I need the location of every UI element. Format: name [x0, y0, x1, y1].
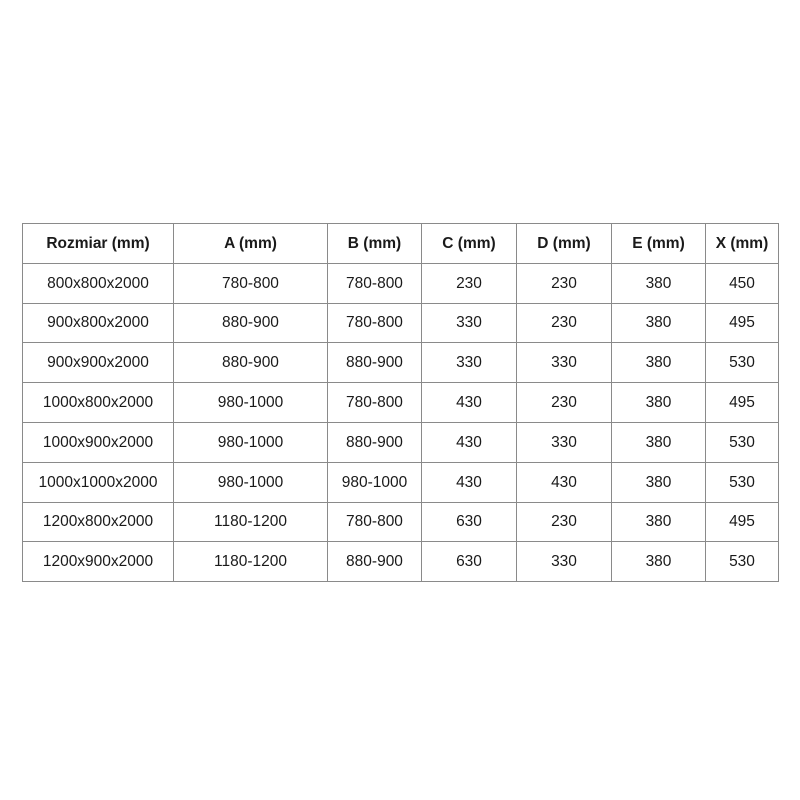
- cell-e: 380: [611, 342, 706, 384]
- cell-d: 330: [516, 421, 612, 463]
- specification-table-container: Rozmiar (mm) A (mm) B (mm) C (mm) D (mm)…: [22, 223, 779, 583]
- cell-x: 495: [705, 302, 779, 344]
- cell-a: 980-1000: [173, 421, 328, 463]
- column-header-c: C (mm): [421, 223, 517, 264]
- cell-b: 980-1000: [327, 461, 422, 503]
- cell-b: 780-800: [327, 302, 422, 344]
- cell-e: 380: [611, 541, 706, 583]
- cell-x: 530: [705, 421, 779, 463]
- cell-a: 1180-1200: [173, 501, 328, 543]
- cell-b: 880-900: [327, 421, 422, 463]
- cell-a: 980-1000: [173, 461, 328, 503]
- cell-b: 880-900: [327, 342, 422, 384]
- cell-b: 880-900: [327, 541, 422, 583]
- cell-a: 780-800: [173, 262, 328, 304]
- table-row: 900x800x2000 880-900 780-800 330 230 380…: [22, 302, 779, 344]
- cell-x: 530: [705, 461, 779, 503]
- cell-c: 330: [421, 342, 517, 384]
- column-header-size: Rozmiar (mm): [22, 223, 174, 264]
- table-row: 1200x900x2000 1180-1200 880-900 630 330 …: [22, 541, 779, 583]
- cell-e: 380: [611, 421, 706, 463]
- cell-size: 900x800x2000: [22, 302, 174, 344]
- table-row: 1000x800x2000 980-1000 780-800 430 230 3…: [22, 382, 779, 423]
- table-header-row: Rozmiar (mm) A (mm) B (mm) C (mm) D (mm)…: [22, 223, 779, 264]
- cell-d: 230: [516, 501, 612, 543]
- cell-c: 330: [421, 302, 517, 344]
- cell-a: 980-1000: [173, 382, 328, 423]
- cell-e: 380: [611, 302, 706, 344]
- table-header: Rozmiar (mm) A (mm) B (mm) C (mm) D (mm)…: [22, 223, 779, 264]
- column-header-e: E (mm): [611, 223, 706, 264]
- cell-d: 330: [516, 541, 612, 583]
- cell-size: 900x900x2000: [22, 342, 174, 384]
- cell-b: 780-800: [327, 382, 422, 423]
- table-row: 900x900x2000 880-900 880-900 330 330 380…: [22, 342, 779, 384]
- cell-b: 780-800: [327, 262, 422, 304]
- cell-d: 230: [516, 302, 612, 344]
- cell-d: 230: [516, 262, 612, 304]
- cell-c: 630: [421, 541, 517, 583]
- dimensions-table: Rozmiar (mm) A (mm) B (mm) C (mm) D (mm)…: [22, 223, 779, 583]
- cell-a: 880-900: [173, 342, 328, 384]
- table-row: 1000x900x2000 980-1000 880-900 430 330 3…: [22, 421, 779, 463]
- table-row: 1200x800x2000 1180-1200 780-800 630 230 …: [22, 501, 779, 543]
- cell-size: 1200x900x2000: [22, 541, 174, 583]
- table-row: 800x800x2000 780-800 780-800 230 230 380…: [22, 262, 779, 304]
- cell-d: 430: [516, 461, 612, 503]
- column-header-b: B (mm): [327, 223, 422, 264]
- cell-d: 230: [516, 382, 612, 423]
- cell-c: 430: [421, 421, 517, 463]
- cell-a: 1180-1200: [173, 541, 328, 583]
- cell-d: 330: [516, 342, 612, 384]
- column-header-a: A (mm): [173, 223, 328, 264]
- cell-x: 530: [705, 541, 779, 583]
- cell-size: 800x800x2000: [22, 262, 174, 304]
- table-body: 800x800x2000 780-800 780-800 230 230 380…: [22, 262, 779, 583]
- cell-e: 380: [611, 501, 706, 543]
- cell-x: 495: [705, 501, 779, 543]
- cell-x: 530: [705, 342, 779, 384]
- cell-b: 780-800: [327, 501, 422, 543]
- cell-c: 630: [421, 501, 517, 543]
- cell-e: 380: [611, 382, 706, 423]
- column-header-d: D (mm): [516, 223, 612, 264]
- cell-c: 230: [421, 262, 517, 304]
- column-header-x: X (mm): [705, 223, 779, 264]
- cell-c: 430: [421, 461, 517, 503]
- cell-x: 450: [705, 262, 779, 304]
- cell-a: 880-900: [173, 302, 328, 344]
- cell-c: 430: [421, 382, 517, 423]
- cell-size: 1000x800x2000: [22, 382, 174, 423]
- cell-e: 380: [611, 262, 706, 304]
- cell-size: 1000x1000x2000: [22, 461, 174, 503]
- cell-size: 1000x900x2000: [22, 421, 174, 463]
- cell-size: 1200x800x2000: [22, 501, 174, 543]
- table-row: 1000x1000x2000 980-1000 980-1000 430 430…: [22, 461, 779, 503]
- cell-x: 495: [705, 382, 779, 423]
- cell-e: 380: [611, 461, 706, 503]
